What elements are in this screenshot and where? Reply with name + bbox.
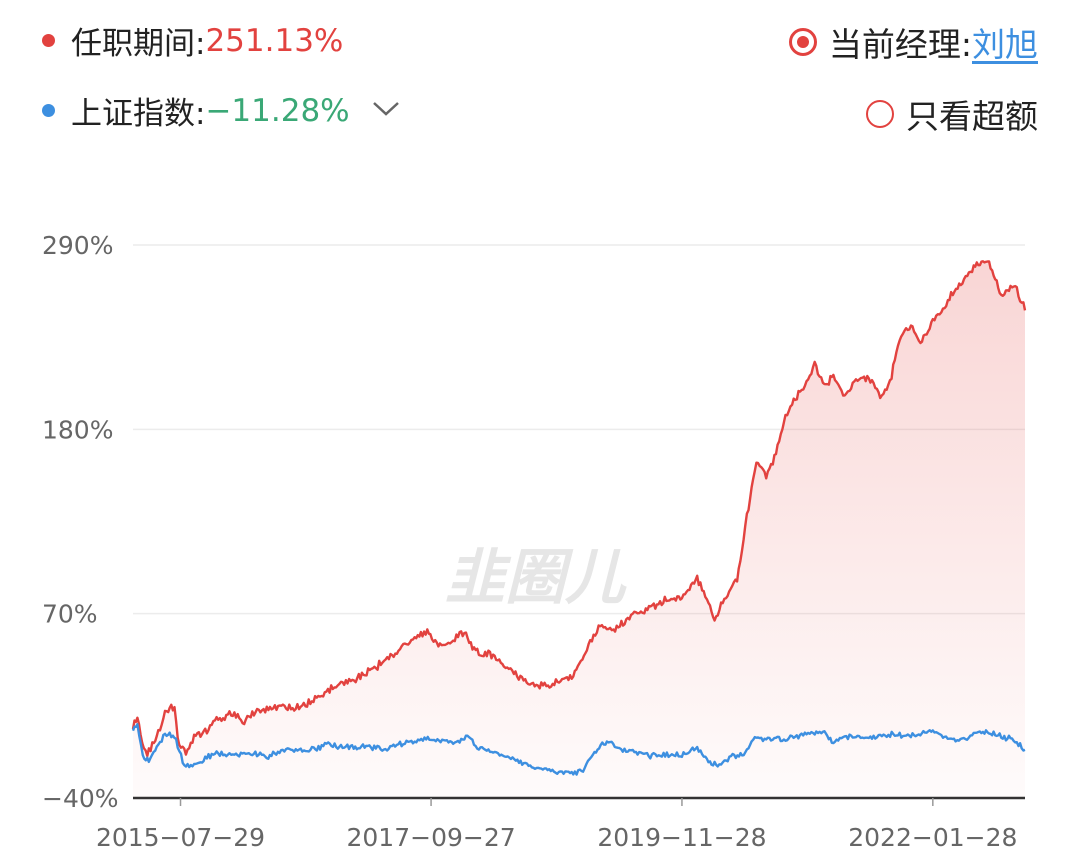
manager-name-link[interactable]: 刘旭 [972,25,1038,64]
radio-checked-icon[interactable] [788,28,817,56]
fund-series-line [131,260,1027,758]
fund-area-fill [133,261,1025,798]
index-return-value: −11.28% [205,92,350,129]
legend-fund: 任职期间: 251.13% [42,18,343,63]
x-tick-label: 2019−11−28 [597,823,766,852]
y-tick-label: 70% [42,600,98,629]
fund-series-dot [42,34,55,47]
y-tick-label: 180% [42,415,113,444]
current-manager-toggle[interactable]: 当前经理: 刘旭 [788,18,1038,66]
x-tick-label: 2017−09−27 [347,823,516,852]
index-series-line [131,723,1026,776]
watermark-logo: 韭圈儿 [445,543,627,613]
y-tick-label: −40% [42,784,119,813]
fund-return-value: 251.13% [205,22,344,59]
current-manager-label: 当前经理: [828,25,972,64]
x-tick-label: 2022−01−28 [848,823,1017,852]
excess-only-label: 只看超额 [906,97,1038,136]
index-series-dot [42,104,55,117]
x-tick-label: 2015−07−29 [96,823,265,852]
legend-index-selector[interactable]: 上证指数: −11.28% [42,88,400,133]
chevron-down-icon[interactable] [372,100,400,122]
index-legend-label: 上证指数: [71,96,206,132]
radio-unchecked-icon[interactable] [866,100,894,128]
excess-only-toggle[interactable]: 只看超额 [866,90,1038,138]
fund-legend-label: 任职期间: [71,26,206,62]
y-tick-label: 290% [42,231,113,260]
